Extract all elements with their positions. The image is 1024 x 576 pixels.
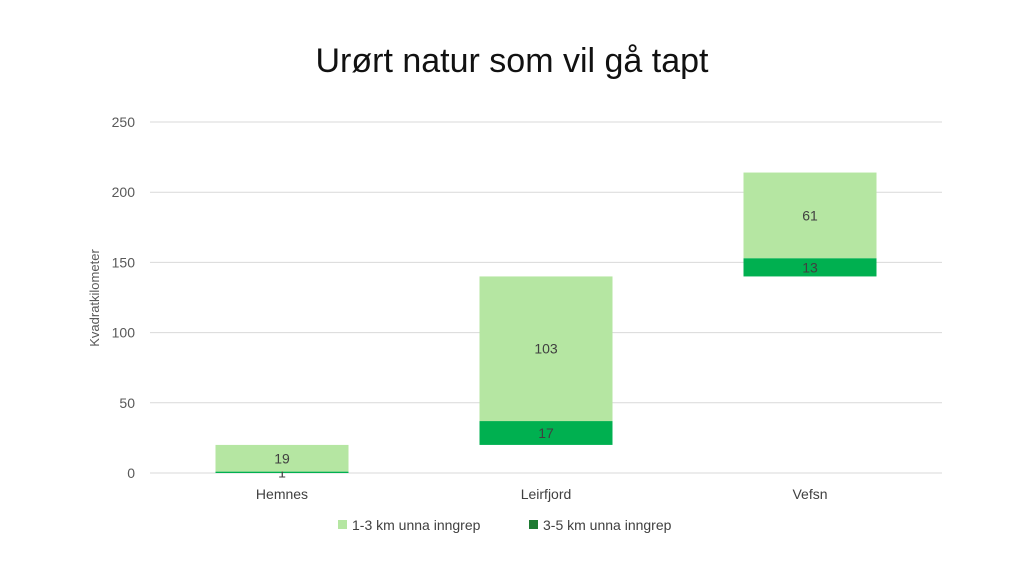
legend-label: 3-5 km unna inngrep [543, 517, 672, 533]
bar-hemnes-series-0 [215, 471, 349, 473]
category-label-hemnes: Hemnes [256, 486, 308, 502]
data-label: 1 [278, 464, 286, 480]
chart-title: Urørt natur som vil gå tapt [315, 42, 709, 80]
bar-leirfjord-series-0 [479, 421, 613, 445]
bar-leirfjord-series-1 [479, 276, 613, 422]
data-label: 103 [534, 341, 558, 357]
y-tick-label: 250 [112, 114, 136, 130]
y-tick-label: 50 [119, 395, 135, 411]
category-label-vefsn: Vefsn [792, 486, 827, 502]
legend-label: 1-3 km unna inngrep [352, 517, 481, 533]
bars: 119 17 103 13 61 [215, 172, 877, 480]
data-label: 19 [274, 450, 290, 466]
bar-vefsn-series-1 [743, 172, 877, 259]
y-axis-label: Kvadratkilometer [87, 249, 102, 347]
category-label-leirfjord: Leirfjord [521, 486, 572, 502]
data-label: 17 [538, 425, 554, 441]
y-tick-label: 150 [112, 254, 136, 270]
y-tick-label: 100 [112, 325, 136, 341]
y-tick-label: 0 [127, 465, 135, 481]
bar-vefsn-series-0 [743, 258, 877, 277]
data-label: 61 [802, 207, 818, 223]
data-label: 13 [802, 259, 818, 275]
bar-hemnes-series-1 [215, 444, 349, 472]
y-tick-label: 200 [112, 184, 136, 200]
legend-swatch [338, 520, 347, 529]
legend-swatch [529, 520, 538, 529]
y-axis-ticks: 0 50 100 150 200 250 [112, 114, 136, 481]
legend: 1-3 km unna inngrep 3-5 km unna inngrep [338, 517, 672, 533]
category-labels: Hemnes Leirfjord Vefsn [256, 486, 828, 502]
